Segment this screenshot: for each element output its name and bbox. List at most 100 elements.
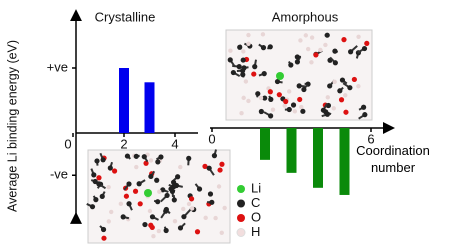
atom — [362, 112, 368, 118]
atom — [217, 167, 223, 173]
atom — [186, 201, 192, 207]
atom — [260, 45, 267, 51]
atom — [149, 214, 156, 220]
atom — [141, 154, 147, 160]
atom — [356, 34, 361, 39]
atom — [126, 181, 132, 187]
atom — [309, 60, 314, 65]
atom — [96, 175, 102, 181]
atom — [286, 106, 292, 113]
atom — [323, 42, 328, 48]
atom — [93, 197, 99, 203]
atom — [99, 193, 105, 199]
legend-label: O — [251, 209, 261, 224]
atom — [194, 229, 201, 235]
atom — [252, 64, 258, 70]
y-axis-label: Average Li binding energy (eV) — [5, 40, 19, 212]
atom — [339, 77, 346, 83]
atom — [143, 160, 149, 166]
atom — [309, 35, 315, 40]
atom — [172, 218, 178, 224]
atom — [154, 177, 160, 183]
atom — [243, 79, 249, 84]
atom — [356, 84, 361, 89]
legend-swatch — [237, 199, 245, 208]
legend-label: Li — [251, 180, 261, 195]
atom — [211, 153, 218, 159]
atom — [100, 157, 106, 163]
atom — [148, 158, 154, 163]
atom — [175, 174, 181, 180]
atom — [297, 96, 303, 103]
atom — [260, 32, 266, 37]
atom — [299, 104, 304, 110]
atom — [240, 68, 246, 74]
atom — [96, 181, 102, 187]
atom — [267, 44, 273, 50]
atom — [241, 49, 246, 54]
atom — [327, 83, 333, 89]
li-atom — [276, 72, 284, 80]
atom — [318, 47, 323, 53]
atom — [300, 108, 306, 114]
bar — [339, 128, 350, 195]
atom — [142, 221, 148, 228]
atom — [268, 96, 274, 102]
atom — [134, 164, 139, 170]
atom — [298, 38, 303, 43]
atom — [91, 172, 97, 178]
atom — [313, 52, 319, 58]
atom — [338, 97, 345, 103]
atom — [240, 71, 246, 78]
atom — [106, 184, 111, 190]
atom — [164, 192, 170, 199]
atom — [255, 91, 261, 97]
atom — [337, 88, 343, 94]
atom — [157, 189, 162, 194]
atom — [111, 168, 118, 174]
x-axis-label: Coordination number — [356, 143, 430, 175]
atom — [283, 98, 289, 105]
atom — [351, 76, 357, 83]
atom — [155, 199, 161, 205]
y-tick-label: +ve — [47, 59, 68, 74]
atom — [343, 93, 348, 98]
atom — [258, 108, 264, 115]
atom — [239, 111, 244, 116]
atom — [228, 48, 233, 53]
atom — [305, 46, 311, 52]
atom — [133, 153, 139, 159]
atom — [149, 224, 155, 231]
x-tick-label: 0 — [64, 136, 71, 151]
atom — [282, 103, 287, 108]
atom — [137, 201, 143, 207]
atom — [274, 78, 281, 85]
atom — [155, 159, 161, 165]
bar — [144, 82, 155, 133]
atom — [123, 193, 130, 199]
atom — [222, 205, 227, 211]
atom — [160, 187, 166, 193]
atom — [251, 71, 257, 77]
atom — [246, 98, 251, 104]
x-tick-label: 6 — [367, 131, 374, 146]
bar — [260, 128, 270, 160]
atom — [331, 106, 336, 111]
atom — [246, 32, 251, 38]
atom — [158, 154, 164, 160]
atom — [94, 158, 100, 164]
atom — [181, 214, 187, 220]
atom — [303, 33, 309, 38]
atom — [294, 54, 300, 60]
atom — [286, 89, 292, 94]
atom — [206, 165, 212, 171]
atom — [343, 109, 349, 115]
atom — [270, 107, 276, 112]
atom — [177, 225, 184, 231]
atom — [262, 95, 268, 101]
atom — [169, 188, 176, 194]
atom — [292, 109, 298, 114]
atom — [148, 173, 154, 180]
atom — [241, 95, 246, 101]
y-tick-label: -ve — [50, 167, 68, 182]
